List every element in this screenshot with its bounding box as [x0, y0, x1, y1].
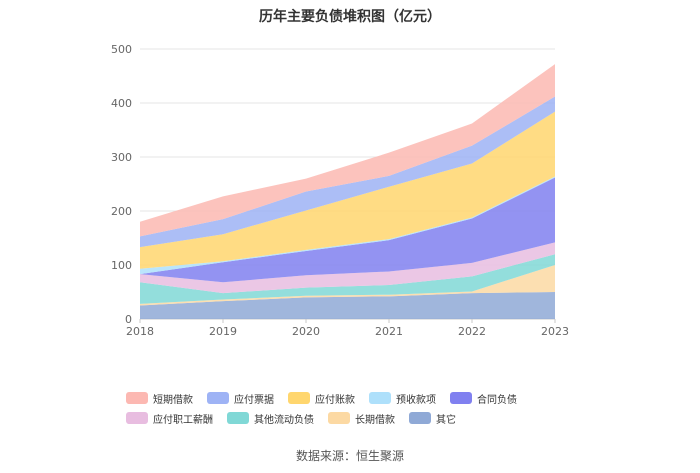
- area-series-group: [140, 64, 555, 319]
- x-tick-label: 2020: [292, 325, 320, 338]
- legend-swatch: [288, 392, 310, 404]
- area-series-应付票据: [140, 96, 555, 248]
- area-series-应付账款: [140, 111, 555, 269]
- axes: 0 100 200 300 400 500 2018 2019 2020 2021 2022 2023: [111, 43, 569, 338]
- x-tick-label: 2023: [541, 325, 569, 338]
- y-tick-label: 0: [125, 313, 132, 326]
- area-series-短期借款: [140, 64, 555, 237]
- legend-label: 应付账款: [315, 394, 355, 406]
- y-tick-label: 400: [111, 97, 132, 110]
- legend-swatch: [328, 412, 350, 424]
- legend-label: 其它: [436, 414, 456, 426]
- legend-swatch: [450, 392, 472, 404]
- x-tick-label: 2021: [375, 325, 403, 338]
- legend-swatch: [207, 392, 229, 404]
- legend-label: 合同负债: [477, 394, 517, 406]
- legend-label: 应付票据: [234, 394, 274, 406]
- legend-swatch: [126, 392, 148, 404]
- legend-item[interactable]: 应付票据: [207, 388, 274, 408]
- legend-swatch: [126, 412, 148, 424]
- legend-swatch: [409, 412, 431, 424]
- legend-label: 其他流动负债: [254, 414, 314, 426]
- legend-item[interactable]: 短期借款: [126, 388, 193, 408]
- area-series-应付职工薪酬: [140, 242, 555, 294]
- legend-label: 应付职工薪酬: [153, 414, 213, 426]
- x-tick-label: 2022: [458, 325, 486, 338]
- legend-swatch: [369, 392, 391, 404]
- area-series-其他流动负债: [140, 254, 555, 304]
- legend-item[interactable]: 应付职工薪酬: [126, 408, 213, 428]
- y-tick-label: 100: [111, 259, 132, 272]
- x-tick-label: 2018: [126, 325, 154, 338]
- legend-item[interactable]: 其它: [409, 408, 456, 428]
- legend-item[interactable]: 长期借款: [328, 408, 395, 428]
- legend-swatch: [227, 412, 249, 424]
- area-series-其它: [140, 292, 555, 319]
- y-tick-label: 200: [111, 205, 132, 218]
- legend-item[interactable]: 其他流动负债: [227, 408, 314, 428]
- legend-label: 长期借款: [355, 414, 395, 426]
- y-tick-label: 500: [111, 43, 132, 56]
- data-source-note: 数据来源：恒生聚源: [295, 449, 404, 463]
- legend-item[interactable]: 应付账款: [288, 388, 355, 408]
- y-tick-label: 300: [111, 151, 132, 164]
- chart-legend: 短期借款 应付票据 应付账款 预收款项 合同负债应付职工薪酬 其他流动负债 长期借款 其它: [126, 388, 596, 428]
- area-series-合同负债: [140, 177, 555, 283]
- legend-item[interactable]: 预收款项: [369, 388, 436, 408]
- legend-item[interactable]: 合同负债: [450, 388, 517, 408]
- x-tick-label: 2019: [209, 325, 237, 338]
- legend-label: 预收款项: [396, 394, 436, 406]
- chart-title: 历年主要负债堆积图（亿元）: [259, 9, 441, 25]
- legend-label: 短期借款: [153, 394, 193, 406]
